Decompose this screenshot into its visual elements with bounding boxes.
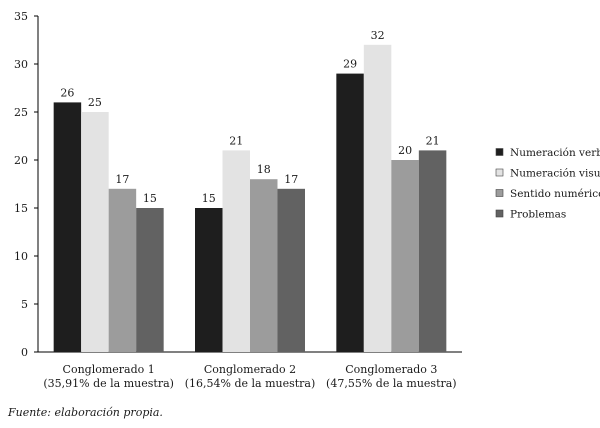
y-tick-label: 35 (14, 10, 28, 23)
bar-value-label: 21 (426, 134, 440, 147)
bar (81, 112, 109, 352)
legend-label: Sentido numérico (510, 188, 600, 200)
category-sublabel: (47,55% de la muestra) (326, 377, 457, 390)
x-axis: Conglomerado 1(35,91% de la muestra) Cong… (38, 351, 462, 390)
bar (277, 188, 305, 352)
bar (195, 208, 223, 352)
bar (136, 208, 164, 352)
bar-value-label: 17 (284, 173, 298, 186)
y-tick-label: 15 (14, 202, 28, 215)
bar (108, 188, 137, 352)
legend-swatch (495, 168, 504, 177)
source-note: Fuente: elaboración propia. (8, 406, 163, 419)
y-tick-label: 5 (21, 298, 28, 311)
category-label: Conglomerado 1 (63, 363, 155, 376)
bar (53, 102, 82, 353)
bar (222, 150, 250, 352)
legend-label: Numeración verbal (510, 147, 600, 159)
legend-swatch (495, 148, 504, 156)
bar (363, 44, 392, 353)
bar (418, 150, 447, 352)
category-label: Conglomerado 3 (345, 363, 437, 376)
category-label: Conglomerado 2 (204, 363, 296, 376)
bar-value-label: 15 (202, 192, 216, 205)
category-sublabel: (35,91% de la muestra) (43, 377, 174, 390)
y-tick-label: 0 (21, 346, 28, 359)
y-axis: 0 5 10 15 20 25 30 35 (14, 10, 39, 359)
bar-value-label: 26 (60, 86, 74, 99)
y-tick-label: 30 (14, 58, 28, 71)
bar-value-label: 17 (115, 173, 129, 186)
bar (391, 160, 419, 352)
legend-swatch (495, 189, 504, 197)
legend: Numeración verbal Numeración visual Sentid… (495, 147, 600, 221)
bar (250, 179, 278, 352)
bars: 26 25 17 15 15 21 18 17 29 32 20 21 (53, 29, 447, 353)
bar-value-label: 32 (371, 29, 385, 42)
category-sublabel: (16,54% de la muestra) (185, 377, 316, 390)
bar-value-label: 15 (143, 192, 157, 205)
y-tick-label: 10 (14, 250, 28, 263)
y-tick-label: 25 (14, 106, 28, 119)
legend-label: Problemas (510, 209, 566, 221)
bar-value-label: 29 (343, 58, 357, 71)
y-tick-label: 20 (14, 154, 28, 167)
bar-value-label: 21 (229, 134, 243, 147)
bar (336, 73, 364, 352)
bar-value-label: 20 (398, 144, 412, 157)
legend-swatch (495, 209, 504, 218)
legend-label: Numeración visual (510, 168, 600, 180)
bar-value-label: 25 (88, 96, 102, 109)
bar-value-label: 18 (257, 163, 271, 176)
